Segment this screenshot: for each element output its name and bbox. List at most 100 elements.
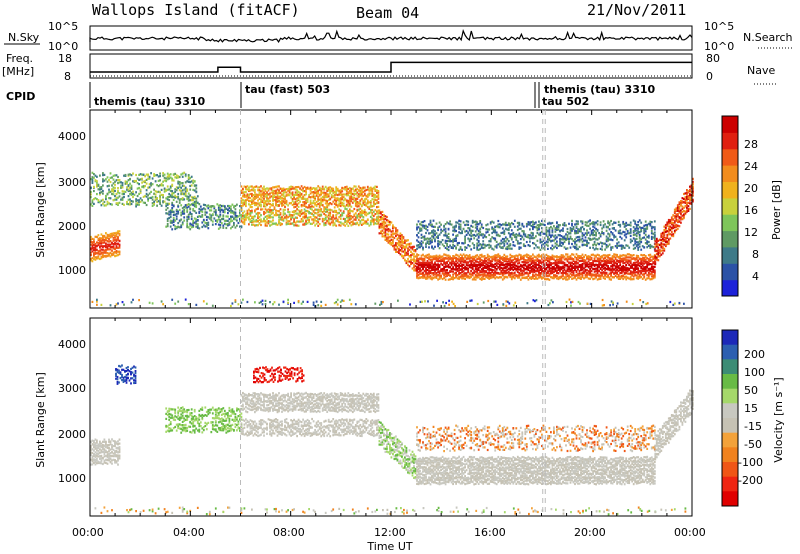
- echo-cell: [282, 187, 285, 190]
- echo-cell: [261, 220, 264, 223]
- echo-cell: [465, 263, 468, 266]
- echo-cell: [411, 252, 414, 255]
- echo-cell: [407, 253, 409, 256]
- echo-cell: [611, 255, 614, 258]
- echo-cell: [267, 200, 270, 203]
- echo-cell: [515, 233, 518, 236]
- echo-cell: [245, 216, 247, 219]
- echo-cell: [157, 190, 160, 193]
- echo-cell: [315, 216, 318, 219]
- echo-cell: [509, 236, 512, 239]
- echo-cell: [431, 272, 433, 275]
- echo-cell: [595, 260, 597, 263]
- echo-cell: [172, 195, 175, 198]
- echo-cell: [142, 185, 145, 188]
- echo-cell: [447, 256, 450, 259]
- echo-cell: [384, 231, 387, 234]
- echo-cell: [525, 261, 528, 264]
- echo-cell: [452, 243, 454, 246]
- echo-cell: [453, 264, 456, 267]
- echo-cell: [266, 215, 268, 218]
- echo-cell: [620, 254, 623, 257]
- echo-cell: [362, 190, 365, 193]
- echo-cell: [622, 266, 625, 269]
- echo-cell: [299, 210, 301, 213]
- echo-cell: [115, 174, 118, 177]
- echo-cell: [257, 186, 259, 189]
- echo-cell: [501, 263, 504, 267]
- echo-cell: [359, 189, 362, 192]
- echo-cell: [96, 198, 98, 201]
- echo-cell: [404, 241, 406, 244]
- echo-cell: [429, 269, 432, 272]
- echo-cell: [389, 223, 391, 226]
- echo-cell: [629, 278, 632, 281]
- echo-cell: [312, 193, 315, 196]
- echo-cell: [423, 259, 426, 262]
- echo-cell: [465, 254, 468, 257]
- echo-cell: [254, 201, 256, 204]
- echo-cell: [102, 198, 104, 201]
- echo-cell: [619, 272, 622, 275]
- echo-cell: [586, 264, 588, 267]
- echo-cell: [407, 243, 409, 246]
- echo-cell: [455, 221, 457, 224]
- echo-cell: [452, 226, 454, 229]
- echo-cell: [360, 194, 363, 197]
- echo-cell: [383, 220, 385, 223]
- echo-cell: [333, 222, 336, 225]
- echo-cell: [407, 250, 409, 253]
- echo-cell: [318, 204, 321, 207]
- echo-cell: [93, 243, 95, 246]
- echo-cell: [419, 267, 421, 270]
- echo-cell: [602, 263, 605, 266]
- echo-cell: [299, 212, 301, 215]
- echo-cell: [449, 220, 451, 223]
- echo-cell: [181, 182, 184, 185]
- echo-cell: [530, 255, 533, 258]
- echo-cell: [154, 193, 157, 196]
- echo-cell: [258, 193, 261, 196]
- echo-cell: [626, 259, 629, 262]
- echo-cell: [372, 218, 375, 221]
- echo-cell: [620, 257, 623, 260]
- echo-cell: [267, 216, 270, 219]
- echo-cell: [622, 270, 625, 273]
- echo-cell: [90, 235, 92, 239]
- echo-cell: [117, 230, 119, 233]
- echo-cell: [142, 173, 145, 176]
- echo-cell: [311, 195, 313, 198]
- echo-cell: [452, 266, 454, 269]
- echo-cell: [135, 198, 137, 201]
- echo-cell: [348, 196, 351, 199]
- echo-cell: [626, 267, 629, 270]
- echo-cell: [545, 243, 548, 246]
- echo-cell: [431, 258, 433, 262]
- echo-cell: [372, 195, 375, 198]
- echo-cell: [169, 209, 172, 212]
- echo-cell: [500, 231, 503, 235]
- echo-cell: [473, 255, 476, 259]
- echo-cell: [542, 239, 545, 242]
- echo-cell: [368, 207, 371, 210]
- echo-cell: [288, 222, 291, 226]
- echo-cell: [494, 256, 497, 259]
- echo-cell: [399, 240, 402, 243]
- echo-cell: [533, 223, 536, 226]
- echo-cell: [413, 255, 415, 258]
- echo-cell: [136, 177, 139, 180]
- echo-cell: [510, 273, 513, 276]
- echo-cell: [435, 274, 438, 277]
- echo-cell: [494, 267, 497, 270]
- echo-cell: [345, 216, 348, 219]
- echo-cell: [623, 275, 626, 278]
- echo-cell: [614, 256, 617, 259]
- echo-cell: [548, 268, 551, 271]
- echo-cell: [117, 182, 119, 185]
- echo-cell: [390, 233, 393, 236]
- echo-cell: [628, 263, 631, 266]
- echo-cell: [571, 224, 573, 227]
- echo-cell: [368, 189, 371, 192]
- echo-cell: [147, 197, 149, 200]
- echo-cell: [147, 199, 149, 202]
